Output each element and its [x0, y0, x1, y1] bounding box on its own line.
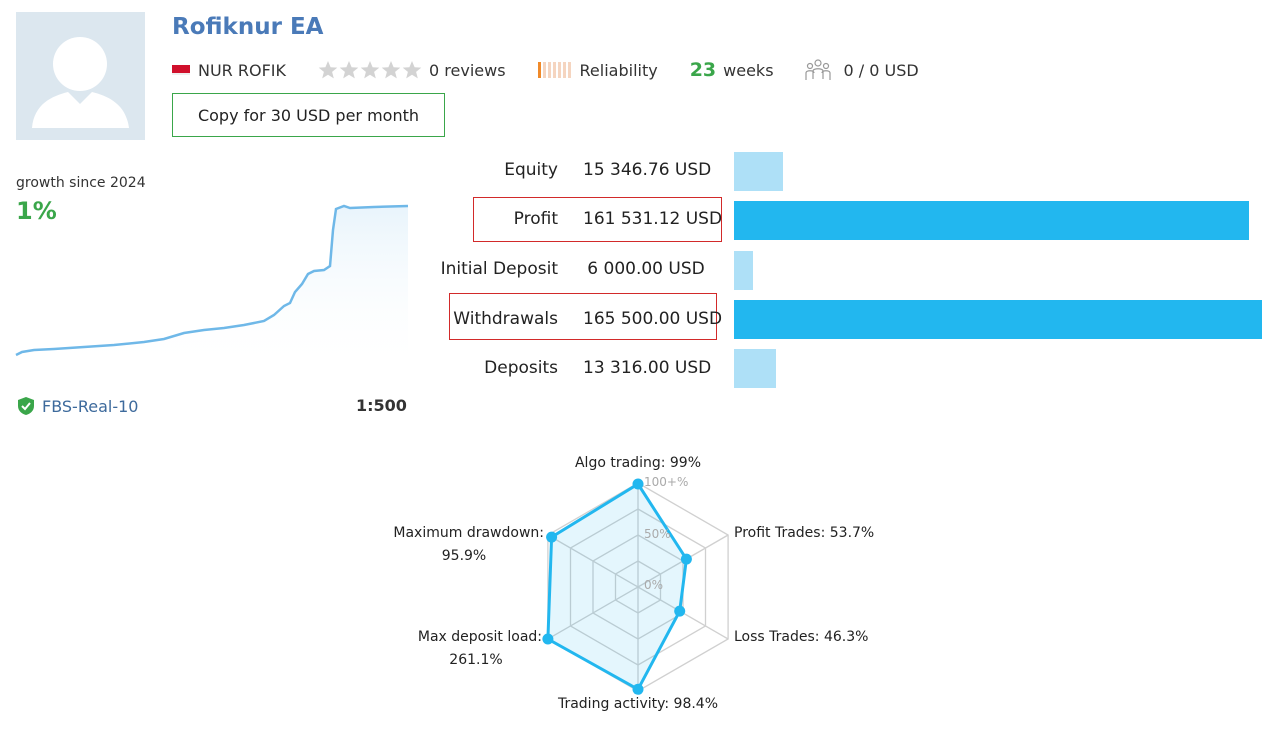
radar-grid-spoke [547, 534, 639, 588]
radar-tick-0: 0% [644, 578, 663, 592]
radar-points [542, 478, 692, 695]
stat-bar-equity [734, 152, 783, 191]
radar-point[interactable] [542, 633, 554, 645]
growth-area [16, 206, 408, 360]
stat-label-profit: Profit [513, 209, 558, 229]
radar-label-max-deposit-load: Max deposit load: [418, 629, 542, 645]
copy-subscribe-button[interactable]: Copy for 30 USD per month [172, 93, 445, 137]
star-icon [360, 61, 380, 79]
stat-label-equity: Equity [504, 160, 558, 180]
reliability-icon [537, 62, 573, 78]
subscribers-value: 0 / 0 USD [843, 60, 919, 80]
stat-value-withdrawals: 165 500.00 USD [583, 309, 723, 329]
radar-polygon [546, 481, 688, 692]
star-icon [402, 61, 422, 79]
server-name[interactable]: FBS-Real-10 [42, 396, 139, 416]
stat-value-initial-deposit: 6 000.00 USD [587, 259, 705, 279]
stat-value-equity: 15 346.76 USD [583, 160, 712, 180]
radar-point[interactable] [632, 478, 644, 490]
radar-point[interactable] [546, 531, 558, 543]
reviews-link[interactable]: 0 reviews [429, 60, 506, 80]
growth-chart[interactable] [14, 200, 408, 360]
weeks-label: weeks [723, 60, 774, 80]
radar-point[interactable] [680, 553, 692, 565]
weeks-value: 23 [689, 59, 717, 81]
stat-bar-withdrawals [734, 300, 1262, 339]
radar-point[interactable] [674, 605, 686, 617]
radar-chart: 100+% 50% 0% Algo trading: 99% Profit Tr… [393, 455, 874, 712]
growth-line [15, 204, 408, 357]
stat-label-deposits: Deposits [484, 358, 558, 378]
rating-stars[interactable] [318, 60, 423, 80]
stat-value-profit: 161 531.12 USD [583, 209, 723, 229]
radar-label-algo-trading: Algo trading: 99% [575, 455, 701, 471]
highlight-box-withdrawals [449, 293, 717, 340]
leverage-value: 1:500 [356, 396, 407, 415]
meta-row: NUR ROFIK 0 reviews Reliability 23 weeks… [172, 58, 919, 82]
stat-bar-deposits [734, 349, 776, 388]
radar-point[interactable] [632, 683, 644, 695]
highlight-box-profit [473, 197, 722, 242]
author-name[interactable]: NUR ROFIK [198, 60, 287, 80]
radar-value-max-drawdown: 95.9% [442, 548, 486, 564]
stat-bar-initial-deposit [734, 251, 753, 290]
signal-title[interactable]: Rofiknur EA [172, 14, 324, 40]
radar-label-profit-trades: Profit Trades: 53.7% [734, 525, 874, 541]
reliability-label[interactable]: Reliability [579, 60, 658, 80]
shield-check-icon [18, 397, 34, 415]
star-icon [381, 61, 401, 79]
stat-value-deposits: 13 316.00 USD [583, 358, 712, 378]
growth-value: 1% [16, 197, 57, 225]
growth-label: growth since 2024 [16, 175, 146, 191]
server-link[interactable]: FBS-Real-10 [16, 396, 138, 416]
star-icon [339, 61, 359, 79]
avatar[interactable] [16, 12, 145, 140]
radar-tick-100: 100+% [644, 475, 688, 489]
flag-icon [172, 65, 190, 75]
radar-label-trading-activity: Trading activity: 98.4% [557, 696, 718, 712]
radar-label-max-drawdown: Maximum drawdown: [393, 525, 544, 541]
star-icon [318, 61, 338, 79]
radar-value-max-deposit-load: 261.1% [449, 652, 502, 668]
subscribers-icon [804, 59, 831, 80]
radar-label-loss-trades: Loss Trades: 46.3% [734, 629, 868, 645]
radar-grid-spoke [547, 586, 639, 640]
user-silhouette-icon [16, 12, 145, 140]
stat-bar-profit [734, 201, 1249, 240]
stat-label-initial-deposit: Initial Deposit [440, 259, 558, 279]
radar-tick-50: 50% [644, 527, 671, 541]
stat-label-withdrawals: Withdrawals [453, 309, 558, 329]
